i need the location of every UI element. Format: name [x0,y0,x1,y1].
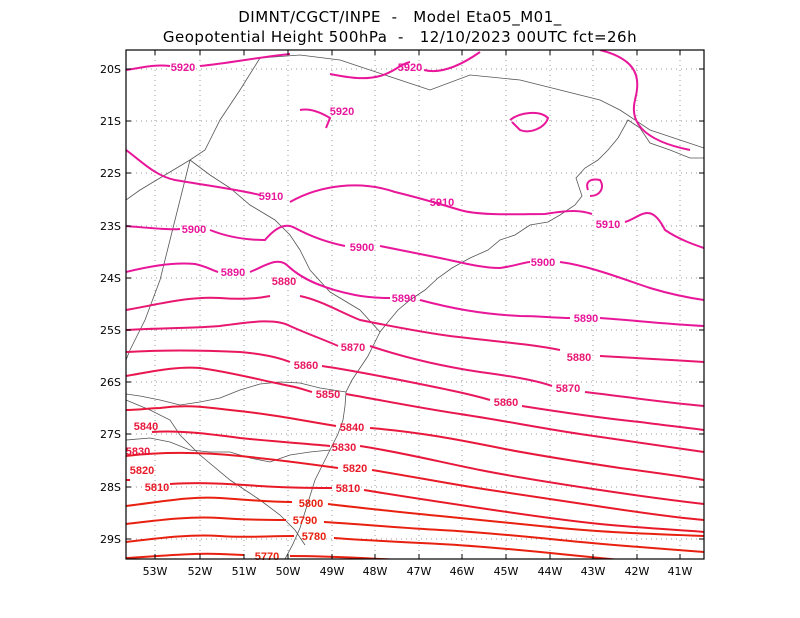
geography [126,54,704,559]
lat-label: 28S [100,481,121,494]
contour-label: 5830 [126,446,150,458]
lat-label: 24S [100,272,121,285]
contour-5880 [126,295,704,363]
state-border-pr-sc [126,381,347,406]
contour-label: 5920 [330,106,354,118]
contour-label: 5870 [341,342,365,354]
contour-label: 5910 [596,219,620,231]
contour-5820 [126,452,704,521]
contour-5900 [126,224,704,301]
contour-label: 5860 [494,397,518,409]
contour-label: 5920 [398,62,422,74]
contour-5800 [126,496,704,537]
contour-5810 [126,479,704,533]
contour-label: 5900 [531,257,555,269]
longitude-labels: 53W 52W 51W 50W 49W 48W 47W 46W 45W 44W … [143,565,693,578]
contour-label: 5890 [221,267,245,279]
contour-5910 [126,149,704,249]
contour-label: 5780 [302,531,326,543]
lat-label: 22S [100,167,121,180]
lon-label: 43W [581,565,606,578]
contour-label: 5870 [556,383,580,395]
lon-label: 48W [363,565,388,578]
contour-5830 [151,430,704,505]
contour-label: 5890 [574,313,598,325]
lat-label: 20S [100,63,121,76]
lon-label: 50W [276,565,301,578]
contour-label: 5820 [130,465,154,477]
contour-label: 5840 [134,421,158,433]
state-border-ms [126,57,261,201]
contour-lines [126,50,704,559]
contour-label: 5840 [340,422,364,434]
contour-label: 5820 [343,463,367,475]
contour-label: 5910 [430,197,454,209]
contour-labels: 5920 5920 5920 5910 5910 5910 5900 5900 … [126,62,620,563]
contour-5890 [126,260,704,327]
lat-label: 23S [100,220,121,233]
map-title-line-1: DIMNT/CGCT/INPE - Model Eta05_M01_ [238,8,562,26]
contour-5920 [126,50,691,151]
lat-label: 21S [100,115,121,128]
contour-label: 5910 [259,191,283,203]
lat-label: 27S [100,428,121,441]
lon-label: 53W [143,565,168,578]
contour-5840 [126,405,704,481]
lat-label: 25S [100,324,121,337]
contour-label: 5810 [145,482,169,494]
lon-label: 41W [668,565,693,578]
contour-label: 5850 [316,389,340,401]
lon-label: 45W [494,565,519,578]
contour-label: 5880 [567,352,591,364]
border-argentina [126,399,306,546]
contour-label: 5920 [171,62,195,74]
lon-label: 46W [450,565,475,578]
lon-label: 47W [407,565,432,578]
contour-5860 [126,349,704,431]
contour-label: 5810 [336,483,360,495]
state-border-sp-pr [189,159,381,333]
contour-label: 5880 [272,276,296,288]
contour-label: 5830 [332,442,356,454]
contour-label: 5790 [293,515,317,527]
lon-label: 52W [188,565,213,578]
contour-5790 [126,516,704,553]
lat-label: 26S [100,376,121,389]
lon-label: 42W [625,565,650,578]
river-parana [126,159,191,361]
contour-label: 5900 [350,242,374,254]
lon-label: 51W [232,565,257,578]
map-title-line-2: Geopotential Height 500hPa - 12/10/2023 … [162,28,638,46]
contour-5870 [126,320,704,407]
contour-label: 5800 [299,498,323,510]
state-border-sc-rs [126,437,331,463]
contour-label: 5900 [182,224,206,236]
tick-marks [126,50,704,559]
contour-label: 5770 [255,551,279,563]
contour-5770 [126,552,401,559]
latitude-labels: 20S 21S 22S 23S 24S 25S 26S 27S 28S 29S [100,63,121,546]
contour-5780 [126,534,621,559]
lon-label: 49W [320,565,345,578]
contour-5850 [126,366,704,453]
contour-label: 5890 [392,293,416,305]
lon-label: 44W [538,565,563,578]
lat-label: 29S [100,533,121,546]
state-border-sp-mg [259,54,704,149]
contour-label: 5860 [294,360,318,372]
map-frame [125,49,705,560]
